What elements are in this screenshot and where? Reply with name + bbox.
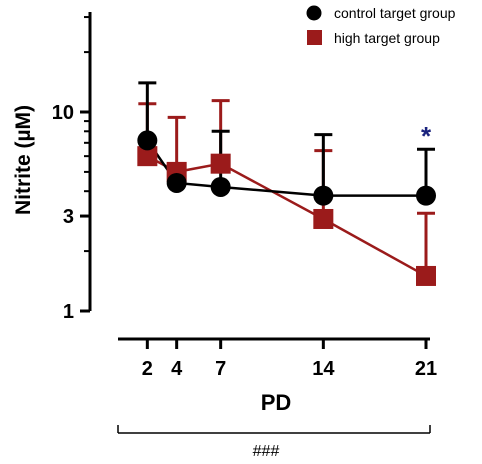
legend: control target group high target group [306, 5, 456, 46]
y-tick-label: 3 [63, 206, 74, 228]
bracket-label: ### [253, 443, 280, 460]
data-point [137, 130, 158, 151]
y-axis-label: Nitrite (µM) [12, 105, 35, 215]
legend-label-control: control target group [334, 5, 456, 21]
series-line [146, 155, 427, 278]
x-tick-label: 14 [312, 358, 335, 380]
legend-marker-control [306, 5, 322, 21]
annotation-layer: * [421, 121, 432, 151]
x-ticks: 2 4 7 14 21 [142, 339, 437, 380]
x-tick-label: 2 [142, 358, 153, 380]
bracket [117, 425, 431, 434]
y-ticks: 1 3 10 [52, 16, 90, 323]
significance-star: * [421, 121, 432, 151]
data-point [416, 185, 436, 206]
data-point [313, 185, 334, 206]
data-point [416, 265, 436, 286]
series-layer [137, 81, 436, 286]
data-point [137, 146, 158, 167]
series-line [146, 139, 426, 197]
y-tick-label: 10 [52, 102, 74, 124]
data-point [166, 172, 187, 193]
legend-label-high: high target group [334, 30, 440, 46]
data-point [313, 208, 334, 229]
legend-marker-high [307, 30, 322, 45]
x-tick-label: 7 [215, 358, 226, 380]
x-tick-label: 21 [415, 358, 437, 380]
x-tick-label: 4 [171, 358, 183, 380]
x-axis-label: PD [261, 390, 292, 415]
data-point [210, 176, 231, 197]
y-tick-label: 1 [63, 301, 74, 323]
data-point [210, 153, 231, 174]
